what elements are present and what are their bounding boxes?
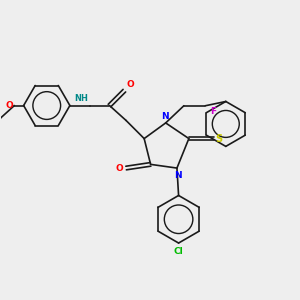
Text: O: O	[126, 80, 134, 89]
Text: Cl: Cl	[174, 247, 184, 256]
Text: N: N	[174, 171, 182, 180]
Text: S: S	[216, 134, 223, 144]
Text: O: O	[116, 164, 124, 172]
Text: F: F	[210, 106, 216, 116]
Text: N: N	[161, 112, 169, 121]
Text: O: O	[5, 101, 13, 110]
Text: NH: NH	[74, 94, 88, 103]
